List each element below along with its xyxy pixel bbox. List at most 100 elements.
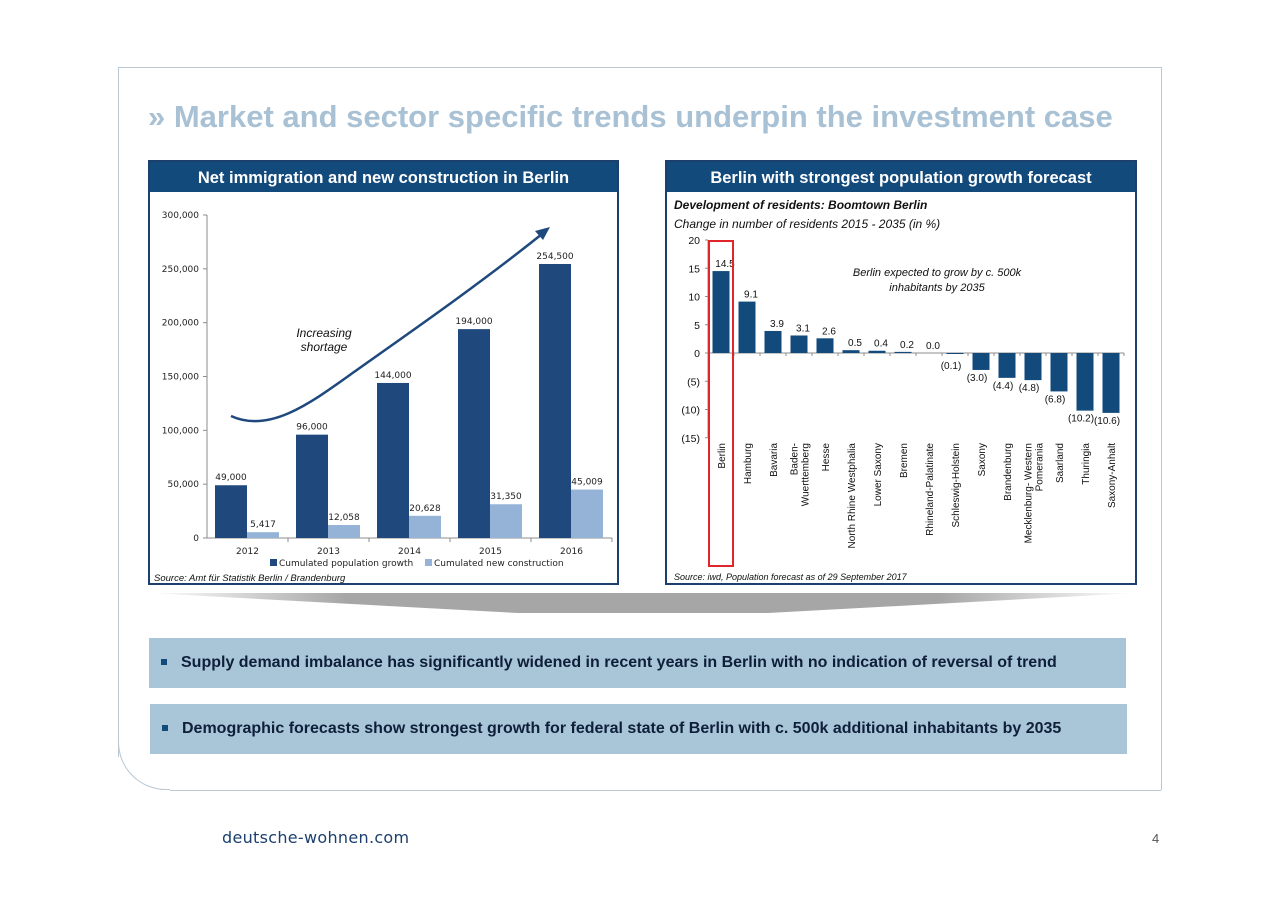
category-label-line: Bavaria [769, 443, 780, 477]
bar [539, 263, 571, 538]
frame-top-line [118, 67, 1161, 68]
annotation-text: inhabitants by 2035 [889, 282, 985, 294]
category-label: Rhineland-Palatinate [925, 443, 936, 536]
category-label: North Rhine Westphalia [847, 443, 858, 549]
category-label: Lower Saxony [873, 443, 884, 506]
panel-shadow-divider [148, 593, 1137, 613]
category-label: Bavaria [769, 443, 780, 477]
bar [998, 353, 1016, 378]
trend-arrow-head [535, 227, 550, 240]
left-chart-title: Net immigration and new construction in … [150, 162, 617, 192]
y-axis-label: Change in number of residents 2015 - 203… [674, 217, 940, 231]
data-label: 12,058 [328, 513, 360, 523]
category-label-line: Pomerania [1035, 443, 1046, 492]
x-tick-label: 2012 [236, 547, 259, 557]
bar [377, 382, 409, 538]
data-label: 14.5 [715, 259, 735, 270]
category-label-line: Mecklenburg- Western [1024, 443, 1035, 543]
page-title: » Market and sector specific trends unde… [148, 99, 1113, 134]
y-tick-label: 150,000 [162, 373, 199, 383]
highlight-box [708, 240, 734, 567]
right-chart-title: Berlin with strongest population growth … [667, 162, 1135, 192]
bar [215, 485, 247, 538]
category-label-line: North Rhine Westphalia [847, 443, 858, 549]
bar [946, 353, 964, 354]
footer-logo[interactable]: deutsche-wohnen.com [222, 828, 410, 847]
data-label: (10.2) [1068, 414, 1094, 425]
right-chart-panel: Berlin with strongest population growth … [665, 160, 1137, 585]
data-label: 144,000 [374, 371, 411, 381]
bullet-text: Demographic forecasts show strongest gro… [182, 720, 1062, 737]
bar [328, 525, 360, 538]
y-tick-label: (10) [681, 405, 700, 417]
frame-left-line [118, 67, 119, 757]
category-label: Mecklenburg- Western Pomerania [1024, 443, 1046, 544]
legend-swatch [270, 559, 277, 566]
bar [842, 350, 860, 353]
bullet-box-demographic: Demographic forecasts show strongest gro… [150, 704, 1127, 754]
category-label-line: Thuringia [1081, 443, 1092, 485]
bar [816, 338, 834, 353]
y-tick-label: (15) [681, 433, 700, 445]
x-tick-label: 2014 [398, 547, 421, 557]
category-label-line: Rhineland-Palatinate [925, 443, 936, 536]
annotation-text: Berlin expected to grow by c. 500k [853, 267, 1022, 279]
source-note: Source: iwd, Population forecast as of 2… [674, 572, 908, 582]
data-label: 0.0 [926, 341, 940, 352]
data-label: 49,000 [215, 473, 247, 483]
data-label: 45,009 [571, 478, 603, 488]
data-label: (10.6) [1094, 416, 1120, 427]
category-label-line: Lower Saxony [873, 443, 884, 506]
bar [571, 489, 603, 538]
x-tick-label: 2015 [479, 547, 502, 557]
y-tick-label: 10 [688, 292, 700, 304]
bar [764, 330, 782, 353]
category-label-line: Saxony-Anhalt [1107, 443, 1118, 508]
legend-swatch [425, 559, 432, 566]
category-label-line: Saarland [1055, 443, 1066, 483]
bar [1024, 353, 1042, 381]
data-label: 96,000 [296, 423, 328, 433]
y-tick-label: 5 [694, 320, 700, 332]
category-label: Schleswig-Holstein [951, 443, 962, 527]
bullet-text: Supply demand imbalance has significantl… [181, 654, 1057, 671]
category-label-line: Schleswig-Holstein [951, 443, 962, 527]
data-label: 0.5 [848, 338, 862, 349]
bar [894, 351, 912, 353]
trend-arrow-line [230, 233, 543, 423]
y-tick-label: 15 [688, 263, 700, 275]
chart-subtitle: Development of residents: Boomtown Berli… [674, 198, 927, 212]
bar [738, 301, 756, 353]
bullet-square-icon [162, 725, 168, 731]
bar [409, 515, 441, 538]
annotation-text: Increasing [296, 326, 352, 340]
annotation-text: shortage [301, 340, 348, 354]
y-tick-label: 50,000 [168, 480, 200, 490]
right-chart-svg: Development of residents: Boomtown Berli… [674, 198, 1125, 582]
bar [1102, 353, 1120, 413]
x-tick-label: 2016 [560, 547, 583, 557]
y-tick-label: 0 [193, 534, 199, 544]
y-tick-label: 20 [688, 235, 700, 247]
y-tick-label: (5) [687, 376, 700, 388]
data-label: 0.4 [874, 339, 888, 350]
data-label: (4.4) [993, 381, 1014, 392]
category-label: Bremen [899, 443, 910, 478]
category-label: Berlin [717, 443, 728, 469]
y-tick-label: 300,000 [162, 211, 199, 221]
bar [296, 434, 328, 538]
data-label: 194,000 [455, 317, 492, 327]
data-label: (4.8) [1019, 383, 1040, 394]
bar [712, 271, 730, 353]
x-tick-label: 2013 [317, 547, 340, 557]
bar [458, 329, 490, 538]
bar [790, 335, 808, 353]
category-label-line: Baden- [790, 443, 801, 475]
legend-label: Cumulated new construction [434, 559, 564, 569]
bar [1050, 353, 1068, 392]
frame-bottom-line [170, 790, 1161, 791]
data-label: 31,350 [490, 492, 522, 502]
category-label-line: Berlin [717, 443, 728, 469]
data-label: 3.9 [770, 319, 784, 330]
data-label: 20,628 [409, 504, 441, 514]
